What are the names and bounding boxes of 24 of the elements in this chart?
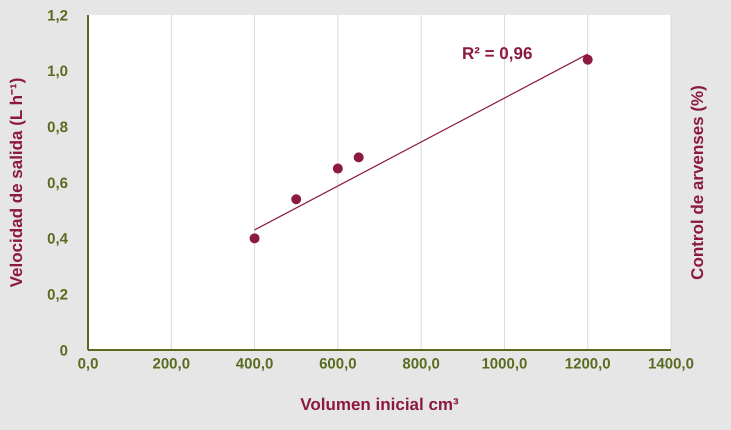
y-tick-label: 1,2 <box>47 7 68 24</box>
x-axis-title: Volumen inicial cm³ <box>300 395 460 414</box>
point <box>582 54 593 65</box>
annotation: R² = 0,96 <box>462 44 532 64</box>
point <box>332 164 343 174</box>
x-tick-label: 1200,0 <box>564 356 611 373</box>
y-tick-label: 0,8 <box>47 118 68 136</box>
y2-axis-title: Control de arvenses (%) <box>688 85 708 280</box>
point <box>250 233 260 244</box>
y-tick-label: 0,2 <box>47 286 68 304</box>
y-tick-label: 0,4 <box>47 230 69 248</box>
y-tick-label: 0 <box>60 342 68 360</box>
y-tick-label: 0,6 <box>47 174 68 192</box>
y-axis-title: Velocidad de salida (L h⁻¹) <box>7 78 26 288</box>
x-tick-label: 600,0 <box>319 356 357 373</box>
x-tick-label: 200,0 <box>152 356 190 373</box>
point <box>354 152 364 162</box>
x-tick-label: 0,0 <box>78 356 98 373</box>
point <box>291 194 302 204</box>
x-tick-label: 1400,0 <box>648 356 694 373</box>
y-tick-label: 1,0 <box>47 63 68 80</box>
x-tick-label: 800,0 <box>402 356 440 373</box>
x-tick-label: 400,0 <box>236 356 274 373</box>
x-tick-label: 1000,0 <box>481 356 528 373</box>
